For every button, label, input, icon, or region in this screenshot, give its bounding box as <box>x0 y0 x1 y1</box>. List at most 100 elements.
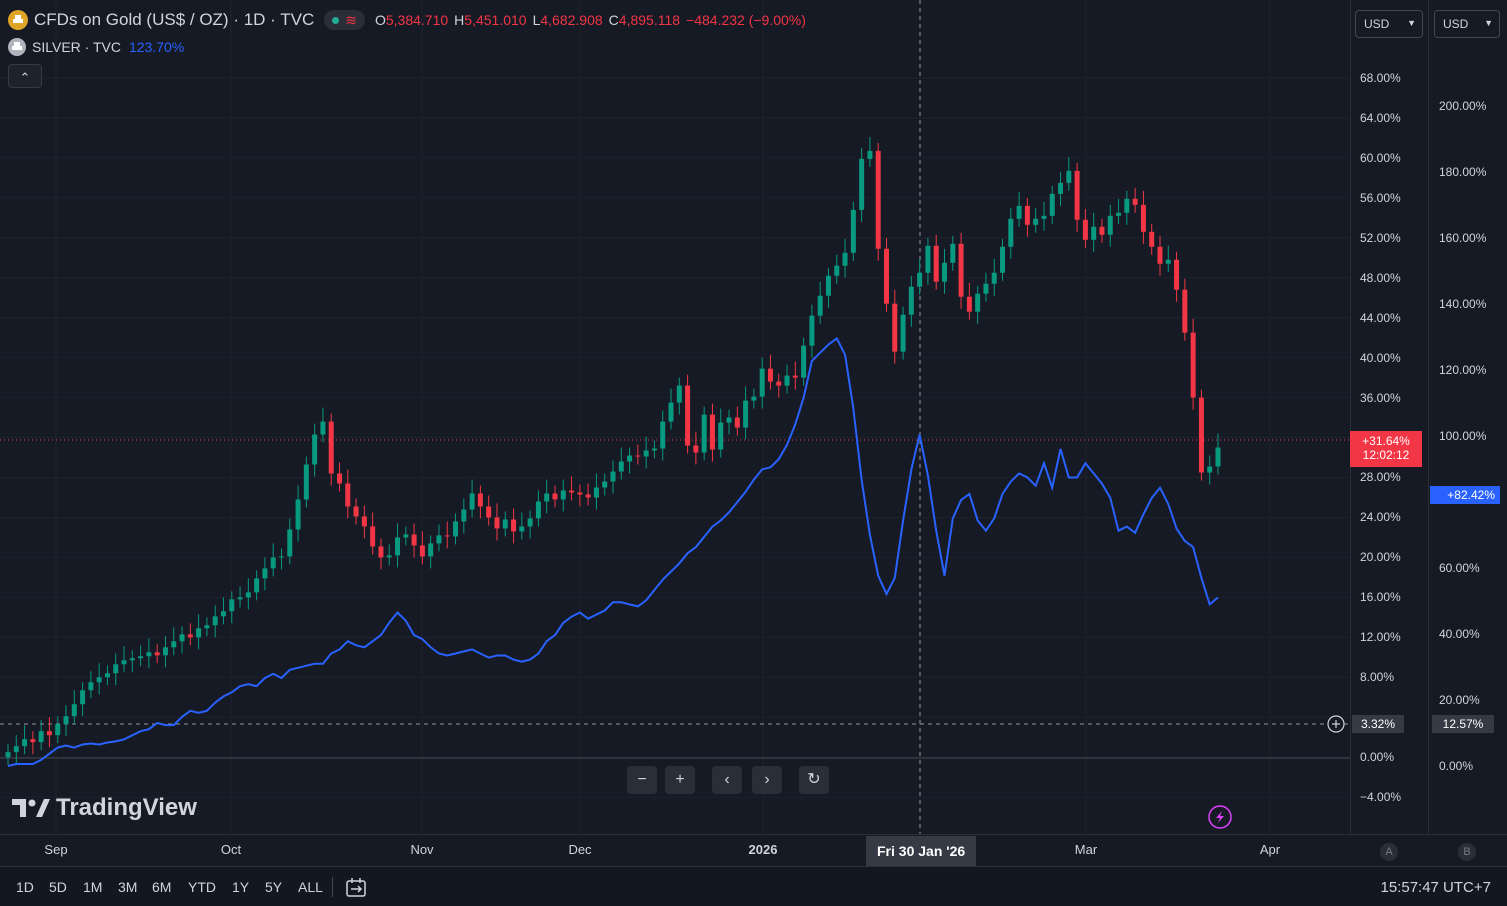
range-1d[interactable]: 1D <box>16 879 34 895</box>
time-label: 2026 <box>748 842 778 857</box>
left-scale-tick: 64.00% <box>1360 110 1401 125</box>
candle-body <box>1182 289 1188 333</box>
left-scale-tick: 24.00% <box>1360 510 1401 524</box>
range-5d[interactable]: 5D <box>49 879 67 895</box>
chevron-down-icon: ▼ <box>1407 18 1416 28</box>
candle-body <box>1074 170 1080 220</box>
candle-body <box>494 517 500 529</box>
candle-body <box>337 473 343 484</box>
silver-line <box>7 336 1219 767</box>
candle-body <box>295 499 301 530</box>
market-status[interactable]: ≋ <box>324 10 365 30</box>
candle-body <box>38 731 44 743</box>
candle-body <box>883 248 889 304</box>
chevron-right-icon: › <box>764 771 770 788</box>
scroll-left-button[interactable]: ‹ <box>712 766 742 794</box>
scroll-right-button[interactable]: › <box>752 766 782 794</box>
left-scale-tick: 48.00% <box>1360 270 1401 285</box>
range-1m[interactable]: 1M <box>83 879 103 895</box>
main-series-legend[interactable]: CFDs on Gold (US$ / OZ) · 1D · TVC ≋ O 5,… <box>8 10 812 30</box>
time-axis[interactable]: Sep Oct Nov Dec 2026 Mar Apr Fri 30 Jan … <box>0 834 1507 866</box>
range-5y[interactable]: 5Y <box>265 879 283 895</box>
candle-body <box>179 634 185 642</box>
reset-chart-button[interactable]: ↻ <box>799 766 829 794</box>
candle-body <box>651 448 657 451</box>
compare-series-legend[interactable]: SILVER · TVC 123.70% <box>8 38 812 56</box>
candle-body <box>1016 205 1022 219</box>
range-ytd[interactable]: YTD <box>188 879 216 895</box>
range-3m[interactable]: 3M <box>118 879 138 895</box>
candle-body <box>809 315 815 346</box>
candle-body <box>453 521 459 537</box>
candle-body <box>1132 198 1138 205</box>
candle-body <box>5 752 11 758</box>
legend-collapse-button[interactable]: ⌃ <box>8 64 42 88</box>
candle-body <box>635 455 641 457</box>
right-scale-tick: 160.00% <box>1439 231 1487 245</box>
candle-body <box>1049 193 1055 216</box>
range-6m[interactable]: 6M <box>152 879 172 895</box>
candle-body <box>96 677 102 683</box>
candle-body <box>734 417 740 428</box>
grid <box>0 0 1350 834</box>
candle-body <box>693 445 699 453</box>
left-scale-tick: 16.00% <box>1360 590 1401 605</box>
candle-body <box>13 746 19 753</box>
candle-body <box>1157 246 1163 264</box>
candle-body <box>287 529 293 557</box>
currency-select-left[interactable]: USD ▼ <box>1355 10 1423 38</box>
currency-left-value: USD <box>1364 17 1390 31</box>
currency-select-right[interactable]: USD ▼ <box>1434 10 1500 38</box>
candle-body <box>726 417 732 423</box>
candle-body <box>859 158 865 210</box>
tradingview-logo[interactable]: TradingView <box>12 794 197 822</box>
candle-body <box>917 272 923 287</box>
candle-body <box>378 546 384 558</box>
candle-body <box>602 481 608 488</box>
zoom-in-button[interactable]: + <box>665 766 695 794</box>
candle-body <box>784 375 790 386</box>
range-all[interactable]: ALL <box>298 879 323 895</box>
candle-body <box>676 385 682 403</box>
crosshair-add-icon[interactable] <box>1327 715 1345 733</box>
candle-body <box>593 487 599 498</box>
candle-body <box>585 494 591 498</box>
high-key: H <box>454 12 465 28</box>
clock[interactable]: 15:57:47 UTC+7 <box>1380 879 1492 896</box>
candle-body <box>892 303 898 352</box>
chart-plot-area[interactable]: CFDs on Gold (US$ / OZ) · 1D · TVC ≋ O 5,… <box>0 0 1350 834</box>
candle-body <box>908 286 914 315</box>
candle-body <box>1066 170 1072 183</box>
candle-body <box>328 421 334 474</box>
candle-body <box>933 245 939 282</box>
candle-body <box>966 296 972 312</box>
right-scale-tick: 20.00% <box>1439 693 1480 707</box>
left-scale-tick: 8.00% <box>1360 670 1395 685</box>
range-1y[interactable]: 1Y <box>232 879 250 895</box>
zoom-out-button[interactable]: − <box>627 766 657 794</box>
minus-icon: − <box>637 771 647 788</box>
candle-body <box>1198 397 1204 473</box>
lightning-icon[interactable] <box>1208 805 1232 829</box>
candle-body <box>1140 204 1146 232</box>
right-price-scale[interactable]: USD ▼ 200.00% 180.00% 160.00% 140.00% 120.00… <box>1428 0 1507 834</box>
left-price-scale[interactable]: USD ▼ 68.00% 64.00% 60.00% 56.00% 52.00% 48.0… <box>1350 0 1428 834</box>
candle-body <box>370 526 376 547</box>
date-range-icon[interactable] <box>345 877 369 899</box>
candle-body <box>419 545 425 557</box>
left-scale-tick: 56.00% <box>1360 190 1401 205</box>
close-key: C <box>608 12 619 28</box>
candle-body <box>1033 218 1039 225</box>
candle-body <box>113 664 119 674</box>
candle-body <box>668 402 674 422</box>
candle-body <box>1174 259 1180 290</box>
candle-body <box>237 597 243 600</box>
candle-body <box>511 519 517 532</box>
log-scale-button[interactable]: B <box>1458 843 1476 861</box>
candle-body <box>121 660 127 665</box>
silver-symbol-icon <box>8 38 26 56</box>
auto-scale-button[interactable]: A <box>1380 843 1398 861</box>
candle-body <box>958 243 964 297</box>
candle-body <box>1165 259 1171 264</box>
candle-body <box>867 150 873 159</box>
